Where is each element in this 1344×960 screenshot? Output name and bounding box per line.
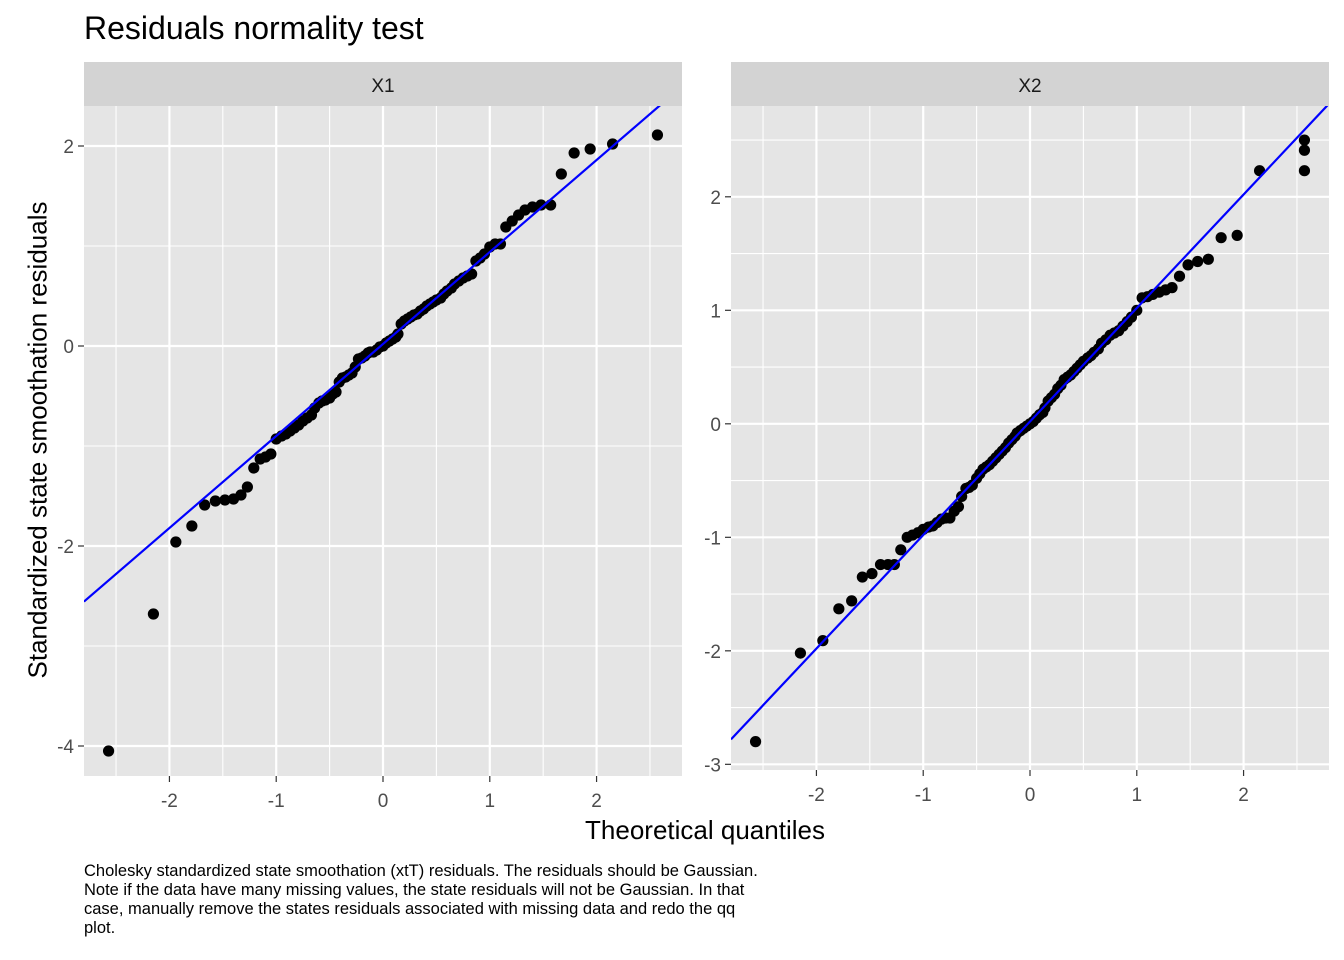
x-tick-label: -1 [268,791,285,812]
data-point [209,495,221,507]
y-tick-label: 0 [710,415,721,436]
data-point [584,143,596,155]
data-point [568,147,580,159]
x-tick-label: -1 [915,785,932,806]
data-point [606,138,619,150]
data-point [235,489,247,501]
data-point [1215,232,1227,244]
chart-title: Residuals normality test [84,10,424,46]
data-point [1202,253,1214,265]
data-point [1298,144,1311,156]
facet-strip [84,62,682,106]
data-point [1182,259,1194,271]
facet-strip-label: X2 [1018,76,1041,97]
data-point [265,448,277,460]
caption-line: case, manually remove the states residua… [84,900,736,918]
data-point [1298,165,1311,177]
data-point [199,499,211,511]
y-tick-label: -4 [57,737,74,758]
data-point [846,595,858,607]
data-point [1166,282,1178,294]
data-point [651,129,664,141]
data-point [241,481,253,493]
data-point [749,736,762,748]
data-point [1173,270,1186,282]
data-point [526,201,539,213]
x-tick-label: 0 [378,791,389,812]
caption-line: plot. [84,919,116,937]
data-point [170,536,182,548]
y-tick-label: 0 [63,337,74,358]
data-point [248,462,260,474]
x-tick-label: 2 [591,791,602,812]
data-point [555,168,567,180]
caption-line: Cholesky standardized state smoothation … [84,862,758,880]
data-point [833,603,845,615]
data-point [1192,255,1204,268]
reference-line [84,106,661,603]
y-tick-label: 1 [710,301,721,322]
data-point [330,386,342,398]
data-point [1298,134,1311,146]
data-point [219,494,231,506]
y-tick-label: 2 [63,137,74,158]
facet-strip [731,62,1329,106]
x-tick-label: 2 [1238,785,1249,806]
x-tick-label: 1 [1131,785,1142,806]
y-tick-label: 2 [710,188,721,209]
data-point [186,520,198,532]
caption: Cholesky standardized state smoothation … [84,862,924,938]
data-point [545,199,557,211]
reference-line [731,106,1329,741]
y-tick-label: -2 [704,642,721,663]
data-point [147,608,160,620]
y-tick-label: -2 [57,537,74,558]
x-tick-label: 0 [1025,785,1036,806]
data-point [895,544,907,556]
y-tick-label: -3 [704,755,721,776]
data-point [1231,229,1243,241]
data-point [102,745,115,757]
y-tick-label: -1 [704,528,721,549]
x-tick-label: -2 [808,785,825,806]
x-tick-label: 1 [484,791,495,812]
data-point [856,571,868,583]
data-point [392,328,404,340]
facet-strip-label: X1 [371,76,394,97]
data-point [535,199,547,211]
data-point [952,501,965,513]
data-point [794,647,807,659]
data-point [1131,304,1143,316]
data-point [866,568,878,580]
x-axis-label: Theoretical quantiles [585,815,825,845]
x-tick-label: -2 [161,791,178,812]
caption-line: Note if the data have many missing value… [84,881,745,899]
